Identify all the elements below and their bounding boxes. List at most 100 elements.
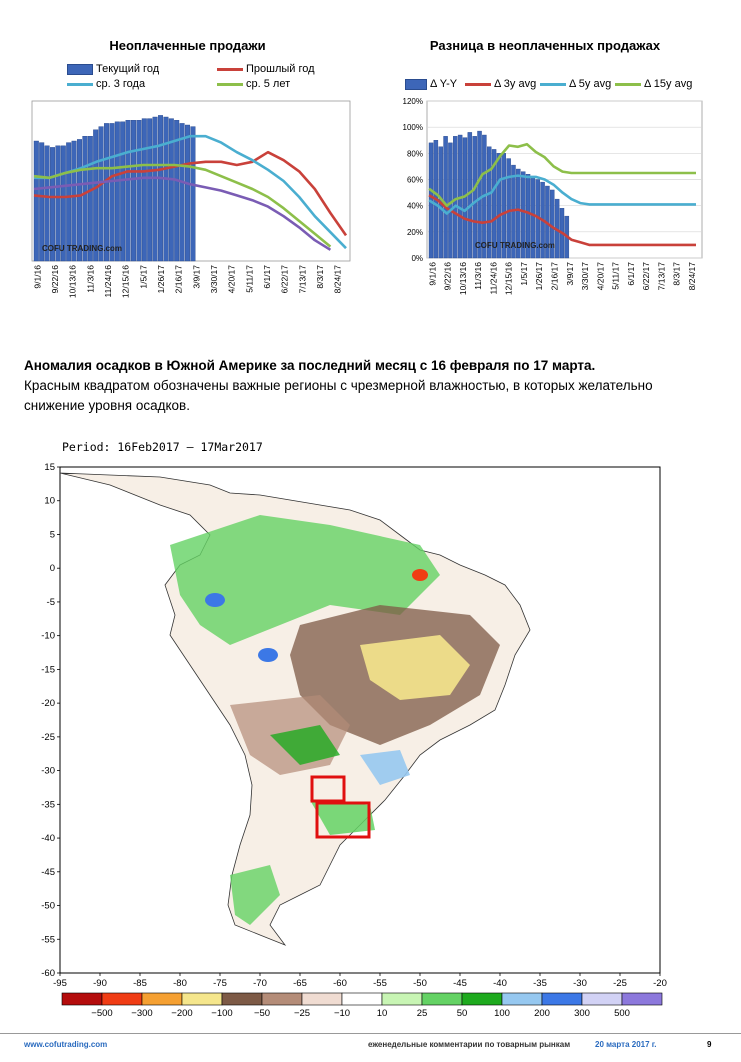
bar [453, 136, 458, 259]
map-axes: 15 10 5 0 -5 -10 -15 -20 -25 -30 -35 -40 -45 -50 -55 -6… [41, 462, 667, 989]
series-line [33, 163, 332, 248]
series-line [428, 174, 696, 215]
lat-label: 10 [44, 496, 55, 507]
footer-desc: еженедельные комментарии по товарным рын… [368, 1040, 571, 1049]
lat-label: -50 [41, 901, 55, 912]
lon-label: -55 [373, 978, 387, 989]
x-tick-label: 8/3/17 [672, 262, 682, 286]
lat-label: -55 [41, 934, 55, 945]
colorbar-label: 200 [534, 1008, 550, 1019]
series-line [33, 150, 348, 237]
colorbar-label: −25 [294, 1008, 310, 1019]
bar [141, 118, 147, 262]
bar [93, 129, 99, 262]
wet-region [170, 515, 440, 645]
highlight-box-north [310, 775, 346, 803]
lat-label: 0 [50, 563, 55, 574]
colorbar-label: −200 [171, 1008, 192, 1019]
x-tick-label: 6/1/17 [626, 262, 636, 286]
wet-region-south [270, 725, 340, 765]
x-tick-label: 5/11/17 [611, 262, 621, 290]
x-tick-label: 6/1/17 [262, 265, 272, 289]
bar [130, 120, 136, 262]
bar [506, 158, 511, 259]
bar [103, 123, 109, 262]
lon-label: -65 [293, 978, 307, 989]
colorbar-swatch [541, 992, 583, 1006]
right-chart-legend: Δ Y-Y Δ 3y avg Δ 5y avg Δ 15y avg [400, 78, 710, 94]
lon-label: -50 [413, 978, 427, 989]
section-heading: Аномалия осадков в Южной Америке за посл… [24, 358, 596, 373]
colorbar-swatch [341, 992, 383, 1006]
line-swatch [67, 82, 93, 86]
legend-d5y: Δ 5y avg [540, 78, 611, 90]
bar [163, 116, 169, 262]
y-tick-label: 80% [407, 149, 423, 158]
bar [71, 140, 77, 262]
colorbar-swatch [141, 992, 183, 1006]
footer-site-link[interactable]: www.cofutrading.com [24, 1040, 108, 1049]
lon-label: -45 [453, 978, 467, 989]
colorbar-swatch [461, 992, 503, 1006]
bar-swatch [405, 78, 427, 90]
bar [496, 153, 502, 259]
series-line [428, 194, 696, 247]
bar [87, 136, 93, 262]
precip-anomaly-map: 151050-5-10-15-20-25-30-35-40-45-50-55-6… [41, 462, 667, 1019]
colorbar-label: 50 [457, 1008, 468, 1019]
line-swatch [465, 82, 491, 86]
map-land [60, 472, 531, 946]
bar [109, 123, 115, 262]
bar [486, 146, 492, 259]
colorbar-swatch [61, 992, 103, 1006]
colorbar-swatch [421, 992, 463, 1006]
lat-label: -15 [41, 664, 55, 675]
lon-label: -80 [173, 978, 187, 989]
line-swatch [217, 67, 243, 71]
x-tick-label: 7/13/17 [656, 262, 666, 291]
bar [98, 126, 104, 262]
bar [477, 130, 482, 259]
x-tick-label: 3/9/17 [191, 265, 201, 289]
lat-label: -35 [41, 799, 55, 810]
legend-avg3: ср. 3 года [67, 78, 145, 90]
lat-label: 5 [50, 529, 55, 540]
lat-label: -40 [41, 833, 55, 844]
lon-label: -35 [533, 978, 547, 989]
bar [147, 118, 153, 262]
legend-prev-year: Прошлый год [217, 63, 315, 75]
right-chart-title: Разница в неоплаченных продажах [429, 38, 661, 53]
lon-label: -75 [213, 978, 227, 989]
map-period: Period: 16Feb2017 – 17Mar2017 [62, 440, 263, 454]
x-tick-label: 9/22/16 [50, 265, 60, 294]
x-tick-label: 6/22/17 [280, 265, 290, 294]
bar [174, 120, 180, 262]
x-tick-label: 7/13/17 [297, 265, 307, 294]
y-tick-label: 100% [403, 123, 423, 132]
colorbar-swatch [301, 992, 343, 1006]
bar [472, 136, 477, 259]
line-swatch [540, 82, 566, 86]
bar [39, 142, 45, 262]
colorbar-label: −300 [131, 1008, 152, 1019]
x-tick-label: 9/1/16 [32, 265, 42, 289]
wet-region-pampas [310, 800, 375, 835]
map-colorbar: −500 −300 −200 −100 −50 −25 −10 10 25 50 100 200 300… [61, 992, 663, 1019]
bar [516, 168, 521, 259]
bar [55, 145, 61, 262]
x-tick-label: 3/30/17 [580, 262, 590, 291]
legend-yy: Δ Y-Y [405, 78, 457, 90]
x-tick-label: 11/3/16 [473, 262, 483, 290]
series-line [33, 176, 332, 251]
wet-spot [258, 648, 278, 662]
x-tick-label: 5/11/17 [244, 265, 254, 293]
bar [120, 121, 126, 262]
bar [520, 171, 526, 259]
colorbar-swatch [381, 992, 423, 1006]
right-chart: COFU TRADING.com 9/1/16 9/22/16 10/13/16 11/… [403, 97, 703, 295]
lon-label: -20 [653, 978, 667, 989]
x-tick-label: 11/24/16 [103, 265, 113, 298]
bar [125, 120, 131, 262]
x-tick-label: 1/26/17 [156, 265, 166, 294]
highlight-box-south [315, 801, 371, 839]
